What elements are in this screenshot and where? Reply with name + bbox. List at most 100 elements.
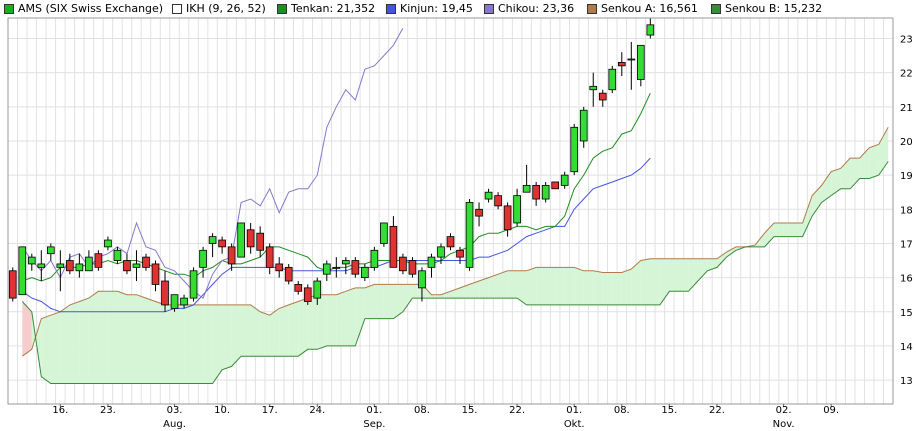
cloud-segment	[517, 270, 527, 305]
cloud-segment	[650, 258, 660, 305]
candle-body	[18, 246, 27, 296]
cloud-segment	[602, 272, 613, 305]
candle-body	[446, 236, 455, 248]
cloud-segment	[241, 304, 251, 357]
candle-body	[437, 246, 445, 258]
legend-item: AMS (SIX Swiss Exchange)	[4, 2, 163, 15]
y-tick-label: 18	[900, 205, 913, 216]
cloud-segment	[726, 246, 736, 258]
legend-label: AMS (SIX Swiss Exchange)	[18, 2, 164, 15]
x-month-label: Nov.	[773, 419, 795, 430]
cloud-segment	[222, 304, 232, 370]
x-tick-label: 23.	[100, 405, 116, 416]
candle-body	[351, 260, 360, 275]
candle-body	[598, 92, 607, 101]
cloud-segment	[98, 291, 108, 384]
candle-body	[113, 249, 122, 261]
candle-body	[161, 280, 169, 306]
cloud-segment	[716, 251, 727, 268]
legend-label: Chikou: 23,36	[498, 2, 575, 15]
cloud-segment	[22, 301, 32, 357]
senkou-b-line	[21, 161, 889, 384]
candle-body	[37, 263, 46, 268]
cloud-segment	[317, 294, 327, 350]
chart-legend: AMS (SIX Swiss Exchange) IKH (9, 26, 52) T…	[0, 0, 916, 17]
cloud-segment	[621, 269, 632, 305]
candle-body	[380, 222, 388, 244]
candle-body	[151, 263, 160, 285]
cloud-segment	[126, 294, 137, 384]
candle-body	[123, 260, 131, 272]
cloud-segment	[136, 294, 146, 384]
candle-body	[104, 239, 112, 248]
candle-body	[189, 270, 198, 299]
y-tick-label: 17	[900, 239, 913, 250]
cloud-segment	[193, 304, 204, 384]
candle-body	[180, 297, 188, 306]
x-tick-label: 24.	[309, 405, 325, 416]
cloud-segment	[840, 158, 851, 189]
x-tick-label: 08.	[614, 405, 630, 416]
candle-body	[199, 249, 207, 268]
legend-swatch	[277, 3, 287, 14]
cloud-segment	[155, 301, 166, 384]
candle-body	[513, 195, 521, 224]
cloud-segment	[212, 304, 223, 384]
cloud-segment	[659, 258, 670, 305]
candle-body	[370, 249, 379, 268]
candle-body	[332, 266, 341, 269]
candle-body	[227, 246, 236, 265]
legend-label: Tenkan: 21,352	[291, 2, 376, 15]
y-tick-label: 13	[900, 376, 913, 387]
cloud-segment	[79, 298, 89, 384]
cloud-segment	[697, 258, 708, 282]
candle-body	[237, 222, 245, 258]
cloud-segment	[165, 304, 175, 384]
cloud-segment	[612, 272, 622, 305]
cloud-segment	[469, 281, 480, 299]
x-tick-label: 15.	[462, 405, 478, 416]
legend-swatch	[587, 3, 597, 14]
cloud-segment	[526, 267, 537, 305]
cloud-segment	[374, 284, 384, 319]
cloud-segment	[488, 274, 499, 299]
candle-body	[361, 266, 369, 279]
cloud-segment	[536, 267, 546, 305]
cloud-segment	[393, 284, 403, 319]
cloud-segment	[859, 147, 870, 179]
y-tick-label: 20	[900, 137, 913, 148]
candle-body	[532, 184, 540, 200]
y-tick-label: 16	[900, 274, 913, 285]
candle-body	[522, 184, 531, 193]
y-tick-label: 19	[900, 171, 913, 182]
legend-swatch	[484, 3, 494, 14]
cloud-segment	[764, 222, 775, 247]
candle-body	[284, 266, 293, 282]
cloud-segment	[574, 267, 584, 305]
cloud-segment	[402, 284, 413, 312]
legend-swatch	[711, 3, 721, 14]
cloud-segment	[555, 267, 565, 305]
x-tick-label: 15.	[661, 405, 677, 416]
candle-body	[389, 225, 398, 268]
legend-item: Senkou A: 16,561	[587, 2, 698, 15]
candle-body	[617, 62, 626, 67]
cloud-segment	[231, 304, 242, 367]
candle-body	[265, 246, 274, 268]
candle-body	[294, 284, 303, 292]
candle-body	[560, 174, 569, 186]
cloud-segment	[431, 294, 441, 299]
candle-body	[85, 256, 93, 272]
cloud-segment	[203, 304, 213, 384]
y-tick-label: 22	[900, 69, 913, 80]
candle-body	[27, 256, 36, 265]
cloud-segment	[831, 168, 841, 196]
candle-body	[246, 229, 255, 248]
candle-body	[551, 181, 560, 190]
cloud-segment	[326, 294, 337, 346]
cloud-segment	[802, 195, 813, 237]
cloud-segment	[640, 258, 651, 305]
candle-body	[218, 239, 226, 248]
candle-body	[275, 263, 284, 272]
legend-item: Senkou B: 15,232	[711, 2, 822, 15]
